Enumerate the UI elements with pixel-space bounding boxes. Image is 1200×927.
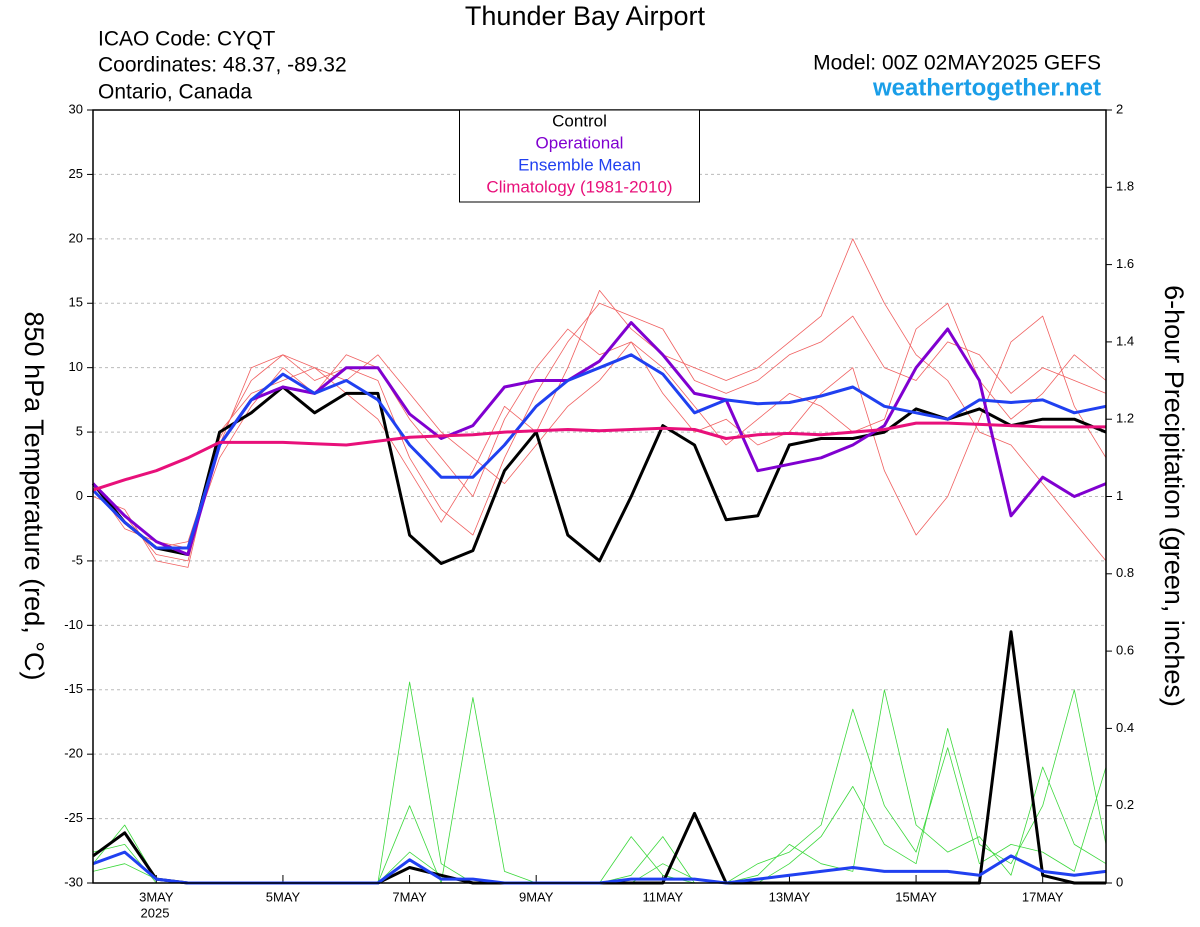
- y2-tick-label: 0.8: [1116, 565, 1134, 580]
- y-tick-label: -10: [64, 617, 83, 632]
- y2-tick-label: 0: [1116, 874, 1123, 889]
- y-tick-label: -25: [64, 810, 83, 825]
- member-line: [92, 315, 1107, 549]
- precip-member-line: [92, 681, 1107, 884]
- y2-tick-label: 0.2: [1116, 797, 1134, 812]
- member-line: [92, 238, 1107, 568]
- legend-box: [459, 109, 700, 203]
- info: ICAO Code: CYQT: [98, 28, 276, 51]
- y2-tick-label: 0.6: [1116, 643, 1134, 658]
- y-tick-label: 30: [69, 101, 83, 116]
- y-tick-label: 25: [69, 166, 83, 181]
- legend-entry: Control: [552, 111, 607, 130]
- x-tick-label: 5MAY: [266, 889, 301, 904]
- series-line: [91, 353, 1107, 550]
- info: Coordinates: 48.37, -89.32: [98, 54, 347, 77]
- year-label: 2025: [141, 905, 170, 920]
- x-tick-label: 15MAY: [895, 889, 937, 904]
- precip-line: [92, 630, 1106, 885]
- member-line: [92, 302, 1107, 549]
- series-line: [91, 385, 1107, 565]
- legend-entry: Ensemble Mean: [518, 155, 641, 174]
- y-tick-label: 5: [76, 424, 83, 439]
- info: Ontario, Canada: [98, 81, 252, 104]
- y2-tick-label: 1: [1116, 488, 1123, 503]
- precip-member-line: [92, 689, 1107, 884]
- y-tick-label: 0: [76, 488, 83, 503]
- precip-line: [92, 850, 1107, 885]
- site: weathertogether.net: [872, 74, 1101, 101]
- x-tick-label: 9MAY: [519, 889, 554, 904]
- y2-tick-label: 1.4: [1116, 333, 1134, 348]
- legend-entry: Operational: [536, 133, 624, 152]
- y-tick-label: -15: [64, 681, 83, 696]
- x-tick-label: 3MAY: [139, 889, 174, 904]
- y-tick-label: -30: [64, 874, 83, 889]
- y-tick-label: 10: [69, 359, 83, 374]
- y2-tick-label: 0.4: [1116, 720, 1134, 735]
- x-tick-label: 13MAY: [769, 889, 811, 904]
- y2-tick-label: 2: [1116, 101, 1123, 116]
- y2-axis-label: 6-hour Precipitation (green, inches): [1159, 285, 1189, 707]
- x-tick-label: 11MAY: [642, 889, 683, 904]
- series-line: [91, 321, 1107, 556]
- y-tick-label: -20: [64, 746, 83, 761]
- x-tick-label: 7MAY: [392, 889, 427, 904]
- series-line: [92, 421, 1106, 492]
- y-axis-label: 850 hPa Temperature (red, °C): [19, 312, 49, 681]
- y2-tick-label: 1.6: [1116, 256, 1134, 271]
- chart-title: Thunder Bay Airport: [465, 1, 706, 31]
- legend-entry: Climatology (1981-2010): [486, 177, 672, 196]
- y2-tick-label: 1.8: [1116, 179, 1134, 194]
- y-tick-label: 20: [69, 230, 83, 245]
- precip-member-line: [92, 708, 1107, 884]
- y2-tick-label: 1.2: [1116, 411, 1134, 426]
- x-tick-label: 17MAY: [1022, 889, 1064, 904]
- model: Model: 00Z 02MAY2025 GEFS: [813, 52, 1101, 75]
- y-tick-label: 15: [69, 295, 83, 310]
- member-line: [92, 302, 1107, 562]
- y-tick-label: -5: [71, 552, 83, 567]
